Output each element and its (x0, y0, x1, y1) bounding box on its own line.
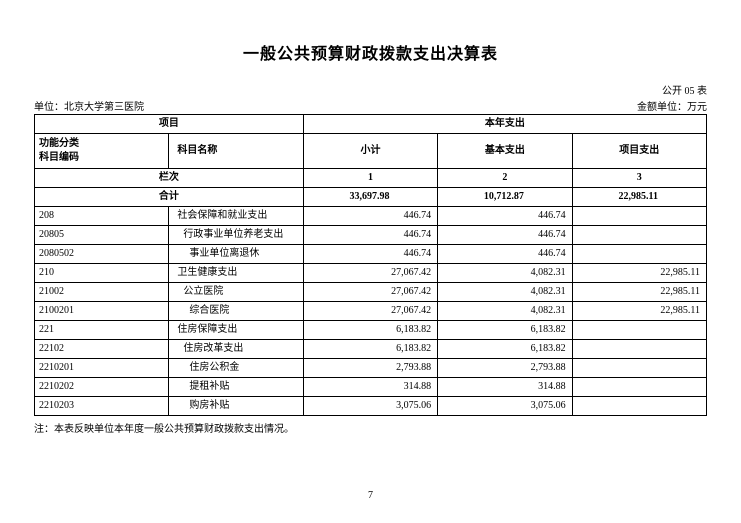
cell-project (572, 207, 706, 226)
cell-code: 22102 (35, 340, 169, 359)
th-total: 合计 (35, 188, 304, 207)
cell-basic: 314.88 (438, 378, 572, 397)
cell-project (572, 397, 706, 416)
th-col3: 3 (572, 169, 706, 188)
cell-subtotal: 6,183.82 (303, 321, 437, 340)
cell-code: 21002 (35, 283, 169, 302)
cell-name: 社会保障和就业支出 (169, 207, 303, 226)
cell-code: 2210201 (35, 359, 169, 378)
cell-code: 2210203 (35, 397, 169, 416)
cell-name: 住房改革支出 (169, 340, 303, 359)
cell-subtotal: 2,793.88 (303, 359, 437, 378)
cell-name: 行政事业单位养老支出 (169, 226, 303, 245)
th-this-year: 本年支出 (303, 115, 706, 134)
cell-code: 210 (35, 264, 169, 283)
cell-name: 公立医院 (169, 283, 303, 302)
page-title: 一般公共预算财政拨款支出决算表 (34, 40, 707, 64)
unit-label: 单位：北京大学第三医院 (34, 98, 144, 113)
table-row: 2210202提租补贴314.88314.88 (35, 378, 707, 397)
th-lanci: 栏次 (35, 169, 304, 188)
th-col2: 2 (438, 169, 572, 188)
cell-basic: 3,075.06 (438, 397, 572, 416)
table-row: 20805行政事业单位养老支出446.74446.74 (35, 226, 707, 245)
form-code: 公开 05 表 (34, 82, 707, 97)
cell-project (572, 226, 706, 245)
cell-subtotal: 27,067.42 (303, 283, 437, 302)
cell-project (572, 378, 706, 397)
cell-name: 提租补贴 (169, 378, 303, 397)
total-basic: 10,712.87 (438, 188, 572, 207)
table-row: 2210203购房补贴3,075.063,075.06 (35, 397, 707, 416)
cell-code: 2080502 (35, 245, 169, 264)
cell-basic: 4,082.31 (438, 264, 572, 283)
table-row: 210卫生健康支出27,067.424,082.3122,985.11 (35, 264, 707, 283)
cell-project (572, 245, 706, 264)
table-row: 208社会保障和就业支出446.74446.74 (35, 207, 707, 226)
cell-name: 购房补贴 (169, 397, 303, 416)
cell-subtotal: 314.88 (303, 378, 437, 397)
cell-subtotal: 27,067.42 (303, 302, 437, 321)
cell-subtotal: 446.74 (303, 226, 437, 245)
cell-basic: 6,183.82 (438, 340, 572, 359)
table-row: 2100201综合医院27,067.424,082.3122,985.11 (35, 302, 707, 321)
page-number: 7 (0, 490, 741, 501)
th-project: 项目 (35, 115, 304, 134)
table-row: 221住房保障支出6,183.826,183.82 (35, 321, 707, 340)
cell-name: 住房公积金 (169, 359, 303, 378)
cell-subtotal: 446.74 (303, 245, 437, 264)
budget-table: 项目 本年支出 功能分类 科目编码 科目名称 小计 基本支出 项目支出 栏次 1… (34, 114, 707, 416)
th-project-exp: 项目支出 (572, 134, 706, 169)
total-subtotal: 33,697.98 (303, 188, 437, 207)
cell-code: 2210202 (35, 378, 169, 397)
total-project: 22,985.11 (572, 188, 706, 207)
cell-subtotal: 446.74 (303, 207, 437, 226)
cell-code: 2100201 (35, 302, 169, 321)
cell-name: 综合医院 (169, 302, 303, 321)
cell-subtotal: 6,183.82 (303, 340, 437, 359)
cell-code: 221 (35, 321, 169, 340)
cell-name: 卫生健康支出 (169, 264, 303, 283)
table-row: 21002公立医院27,067.424,082.3122,985.11 (35, 283, 707, 302)
cell-basic: 446.74 (438, 245, 572, 264)
cell-project (572, 321, 706, 340)
cell-project (572, 340, 706, 359)
cell-basic: 4,082.31 (438, 302, 572, 321)
th-subtotal: 小计 (303, 134, 437, 169)
th-func-code: 功能分类 科目编码 (35, 134, 169, 169)
th-basic: 基本支出 (438, 134, 572, 169)
cell-basic: 446.74 (438, 226, 572, 245)
cell-project: 22,985.11 (572, 302, 706, 321)
amount-unit: 金额单位：万元 (637, 98, 707, 113)
cell-name: 住房保障支出 (169, 321, 303, 340)
cell-project: 22,985.11 (572, 264, 706, 283)
cell-basic: 2,793.88 (438, 359, 572, 378)
cell-subtotal: 27,067.42 (303, 264, 437, 283)
cell-project (572, 359, 706, 378)
cell-project: 22,985.11 (572, 283, 706, 302)
cell-code: 20805 (35, 226, 169, 245)
footnote: 注：本表反映单位本年度一般公共预算财政拨款支出情况。 (34, 420, 707, 435)
cell-basic: 6,183.82 (438, 321, 572, 340)
cell-basic: 446.74 (438, 207, 572, 226)
cell-subtotal: 3,075.06 (303, 397, 437, 416)
cell-code: 208 (35, 207, 169, 226)
table-row: 2210201住房公积金2,793.882,793.88 (35, 359, 707, 378)
table-row: 22102住房改革支出6,183.826,183.82 (35, 340, 707, 359)
cell-name: 事业单位离退休 (169, 245, 303, 264)
th-subject-name: 科目名称 (169, 134, 303, 169)
table-row: 2080502事业单位离退休446.74446.74 (35, 245, 707, 264)
th-col1: 1 (303, 169, 437, 188)
cell-basic: 4,082.31 (438, 283, 572, 302)
